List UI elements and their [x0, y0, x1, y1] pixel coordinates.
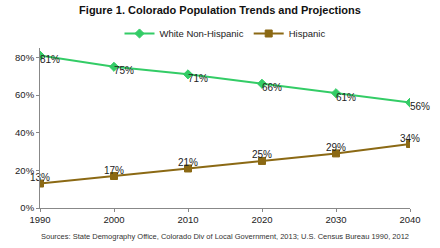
svg-text:21%: 21% — [178, 157, 198, 168]
svg-text:Sources: State Demography Offi: Sources: State Demography Office, Colora… — [41, 232, 409, 241]
svg-text:2020: 2020 — [251, 214, 272, 225]
svg-text:56%: 56% — [410, 101, 430, 112]
svg-text:40%: 40% — [15, 127, 35, 138]
svg-text:13%: 13% — [30, 172, 50, 183]
svg-text:17%: 17% — [104, 165, 124, 176]
svg-text:71%: 71% — [188, 73, 208, 84]
svg-text:2040: 2040 — [399, 214, 420, 225]
svg-text:Hispanic: Hispanic — [289, 28, 326, 39]
svg-text:75%: 75% — [114, 65, 134, 76]
svg-text:White Non-Hispanic: White Non-Hispanic — [160, 28, 244, 39]
svg-text:60%: 60% — [15, 89, 35, 100]
svg-text:61%: 61% — [336, 92, 356, 103]
svg-text:1990: 1990 — [29, 214, 50, 225]
svg-text:0%: 0% — [20, 202, 34, 213]
svg-text:2030: 2030 — [325, 214, 346, 225]
svg-text:29%: 29% — [326, 142, 346, 153]
svg-text:20%: 20% — [15, 165, 35, 176]
svg-text:Figure 1. Colorado Population: Figure 1. Colorado Population Trends and… — [79, 4, 361, 16]
svg-text:2010: 2010 — [177, 214, 198, 225]
svg-text:34%: 34% — [400, 133, 420, 144]
svg-text:80%: 80% — [15, 52, 35, 63]
svg-text:2000: 2000 — [103, 214, 124, 225]
svg-text:81%: 81% — [40, 54, 60, 65]
svg-text:25%: 25% — [252, 149, 272, 160]
svg-text:66%: 66% — [262, 82, 282, 93]
